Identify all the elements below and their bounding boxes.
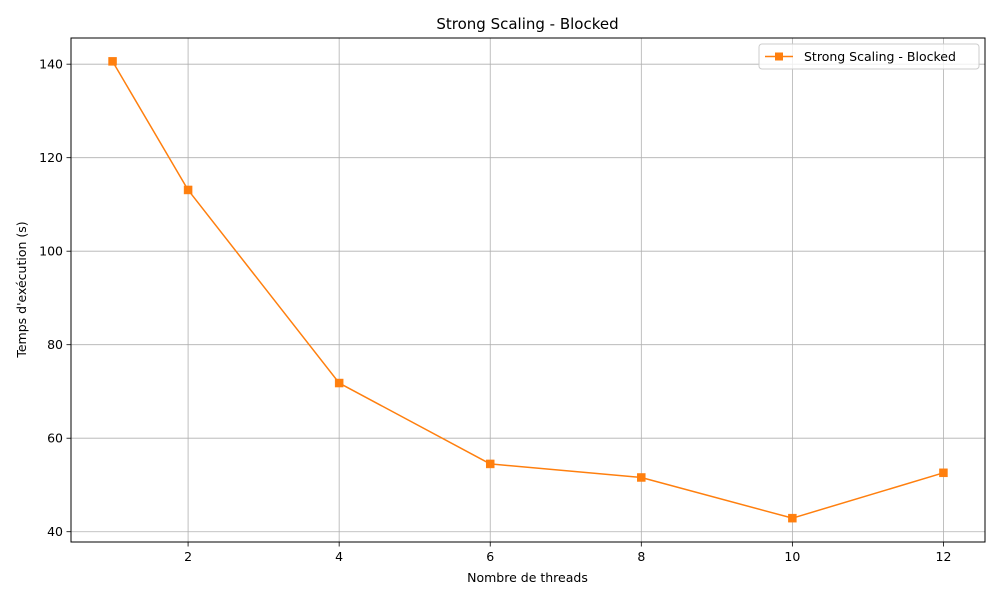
x-tick-label: 8 [637, 549, 645, 564]
y-tick-label: 100 [39, 244, 63, 259]
x-tick-label: 4 [335, 549, 343, 564]
x-tick-label: 12 [936, 549, 952, 564]
data-point-marker [108, 57, 117, 66]
legend-box [758, 43, 980, 70]
data-point-marker [788, 513, 797, 523]
y-tick-label: 60 [47, 431, 63, 446]
x-tick-label: 2 [184, 549, 192, 564]
y-axis: 40 60 80 100 120 140 [39, 57, 71, 539]
y-tick-label: 40 [47, 524, 63, 539]
x-axis-label: Nombre de threads [467, 570, 588, 585]
data-point-marker [183, 185, 193, 195]
legend: Strong Scaling - Blocked [758, 43, 980, 70]
legend-marker-swatch [775, 52, 783, 61]
data-point-marker [334, 378, 344, 388]
y-tick-label: 120 [39, 150, 63, 165]
data-point-marker [637, 473, 646, 482]
data-point-marker [485, 459, 495, 469]
x-axis: 2 4 6 8 10 12 [184, 542, 951, 564]
x-tick-label: 6 [486, 549, 494, 564]
y-tick-label: 140 [39, 57, 63, 72]
chart-title: Strong Scaling - Blocked [436, 15, 618, 33]
series-layer [108, 57, 948, 523]
grid-lines [71, 38, 985, 542]
y-axis-label: Temps d'exécution (s) [14, 221, 29, 358]
plot-frame [70, 37, 986, 543]
legend-label: Strong Scaling - Blocked [804, 49, 956, 64]
y-tick-label: 80 [47, 337, 63, 352]
data-point-marker [939, 468, 948, 478]
x-tick-label: 10 [784, 549, 800, 564]
